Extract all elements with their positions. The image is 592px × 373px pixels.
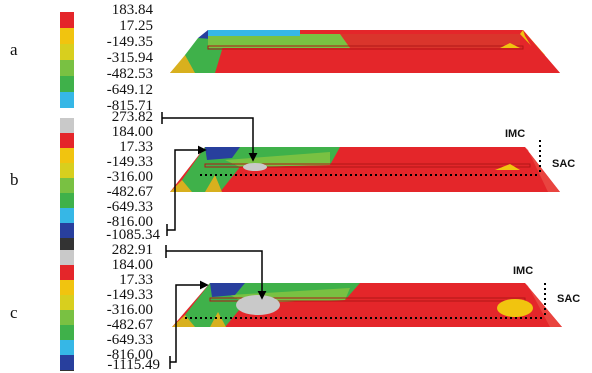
legend-c-value: 184.00 (111, 257, 153, 273)
imc-label-b: IMC (505, 128, 526, 140)
legend-a-value: 17.25 (119, 18, 153, 34)
legend-c-value: -316.00 (106, 302, 153, 318)
min-arrow-b (167, 145, 207, 231)
legend-a-value: -315.94 (106, 50, 153, 66)
light-red-edge (525, 283, 562, 327)
legend-swatch (60, 118, 74, 133)
legend-swatch (60, 310, 74, 325)
legend-swatch (60, 325, 74, 340)
legend-swatch (60, 238, 74, 253)
legend-swatch (60, 163, 74, 178)
blue-zone (210, 283, 245, 297)
imc-layer (207, 45, 524, 50)
legend-a-value: -482.53 (106, 66, 153, 82)
legend-c-value: 282.91 (111, 242, 153, 258)
yellow-patch (497, 299, 533, 317)
legend-swatch (60, 208, 74, 223)
legend-b-value: 273.82 (111, 109, 153, 125)
red-band (340, 34, 520, 48)
legend-swatch (60, 60, 74, 76)
grey-crack (236, 295, 280, 315)
legend-b-value: -816.00 (106, 214, 153, 230)
legend-c-value: -649.33 (106, 332, 153, 348)
legend-swatch (60, 44, 74, 60)
legend-swatch (60, 12, 74, 28)
legend-a-value: -149.35 (106, 34, 153, 50)
legend-b-value: -1085.34 (106, 227, 160, 243)
callout-c (165, 245, 267, 369)
contour-plot-b (170, 140, 560, 192)
legend-swatch (60, 280, 74, 295)
legend-swatch (60, 92, 74, 108)
yellow-patch (495, 164, 520, 170)
legend-swatch (60, 133, 74, 148)
grey-crack (243, 163, 267, 171)
blue-zone (205, 147, 240, 160)
legend-swatch (60, 148, 74, 163)
contour-plot-a (170, 30, 560, 73)
max-arrow-b (162, 117, 258, 162)
legend-a-value: -649.12 (106, 82, 153, 98)
max-arrow-c (166, 250, 267, 300)
yellow-zone-2 (205, 175, 222, 192)
legend-swatch (60, 250, 74, 265)
legend-swatch (60, 355, 74, 370)
yellow-zone (172, 315, 195, 327)
panel-a-label: a (10, 40, 18, 59)
legend-a-value: -815.71 (106, 98, 153, 114)
legend-b-value: -149.33 (106, 154, 153, 170)
legend-b-value: 17.33 (119, 139, 153, 155)
legend-b-value: 184.00 (111, 124, 153, 140)
legend-swatch (60, 76, 74, 92)
legend-swatches (60, 12, 74, 371)
legend-swatch (60, 265, 74, 280)
legend-swatch (60, 223, 74, 238)
legend-b-value: -482.67 (106, 184, 153, 200)
light-red-edge (525, 147, 560, 192)
imc-layer (204, 163, 531, 168)
panel-c-label: c (10, 303, 18, 322)
sac-label-b: SAC (552, 158, 576, 170)
panel-b-label: b (10, 170, 19, 189)
legend-b-value: -316.00 (106, 169, 153, 185)
legend-c-value: -1115.49 (107, 357, 160, 373)
callout-b (161, 112, 258, 236)
legend-swatch (60, 193, 74, 208)
legend-a-value: 183.84 (111, 2, 153, 18)
yellow-zone (170, 55, 195, 73)
legend-swatch (60, 178, 74, 193)
sac-label-c: SAC (557, 293, 581, 305)
legend-c-value: -816.00 (106, 347, 153, 363)
legend-c-value: -149.33 (106, 287, 153, 303)
legend-swatch (60, 28, 74, 44)
red-edge (523, 30, 560, 73)
imc-label-c: IMC (513, 265, 534, 277)
legend-b-value: -649.33 (106, 199, 153, 215)
legend-c-value: 17.33 (119, 272, 153, 288)
min-arrow-c (170, 280, 209, 363)
contour-plot-c (172, 283, 562, 327)
cyan-streak (208, 30, 300, 36)
legend-swatch (60, 340, 74, 355)
yellow-patch (500, 43, 520, 48)
yellow-zone-2 (210, 312, 226, 327)
imc-layer (209, 297, 526, 302)
legend-c-value: -482.67 (106, 317, 153, 333)
legend-swatch (60, 295, 74, 310)
